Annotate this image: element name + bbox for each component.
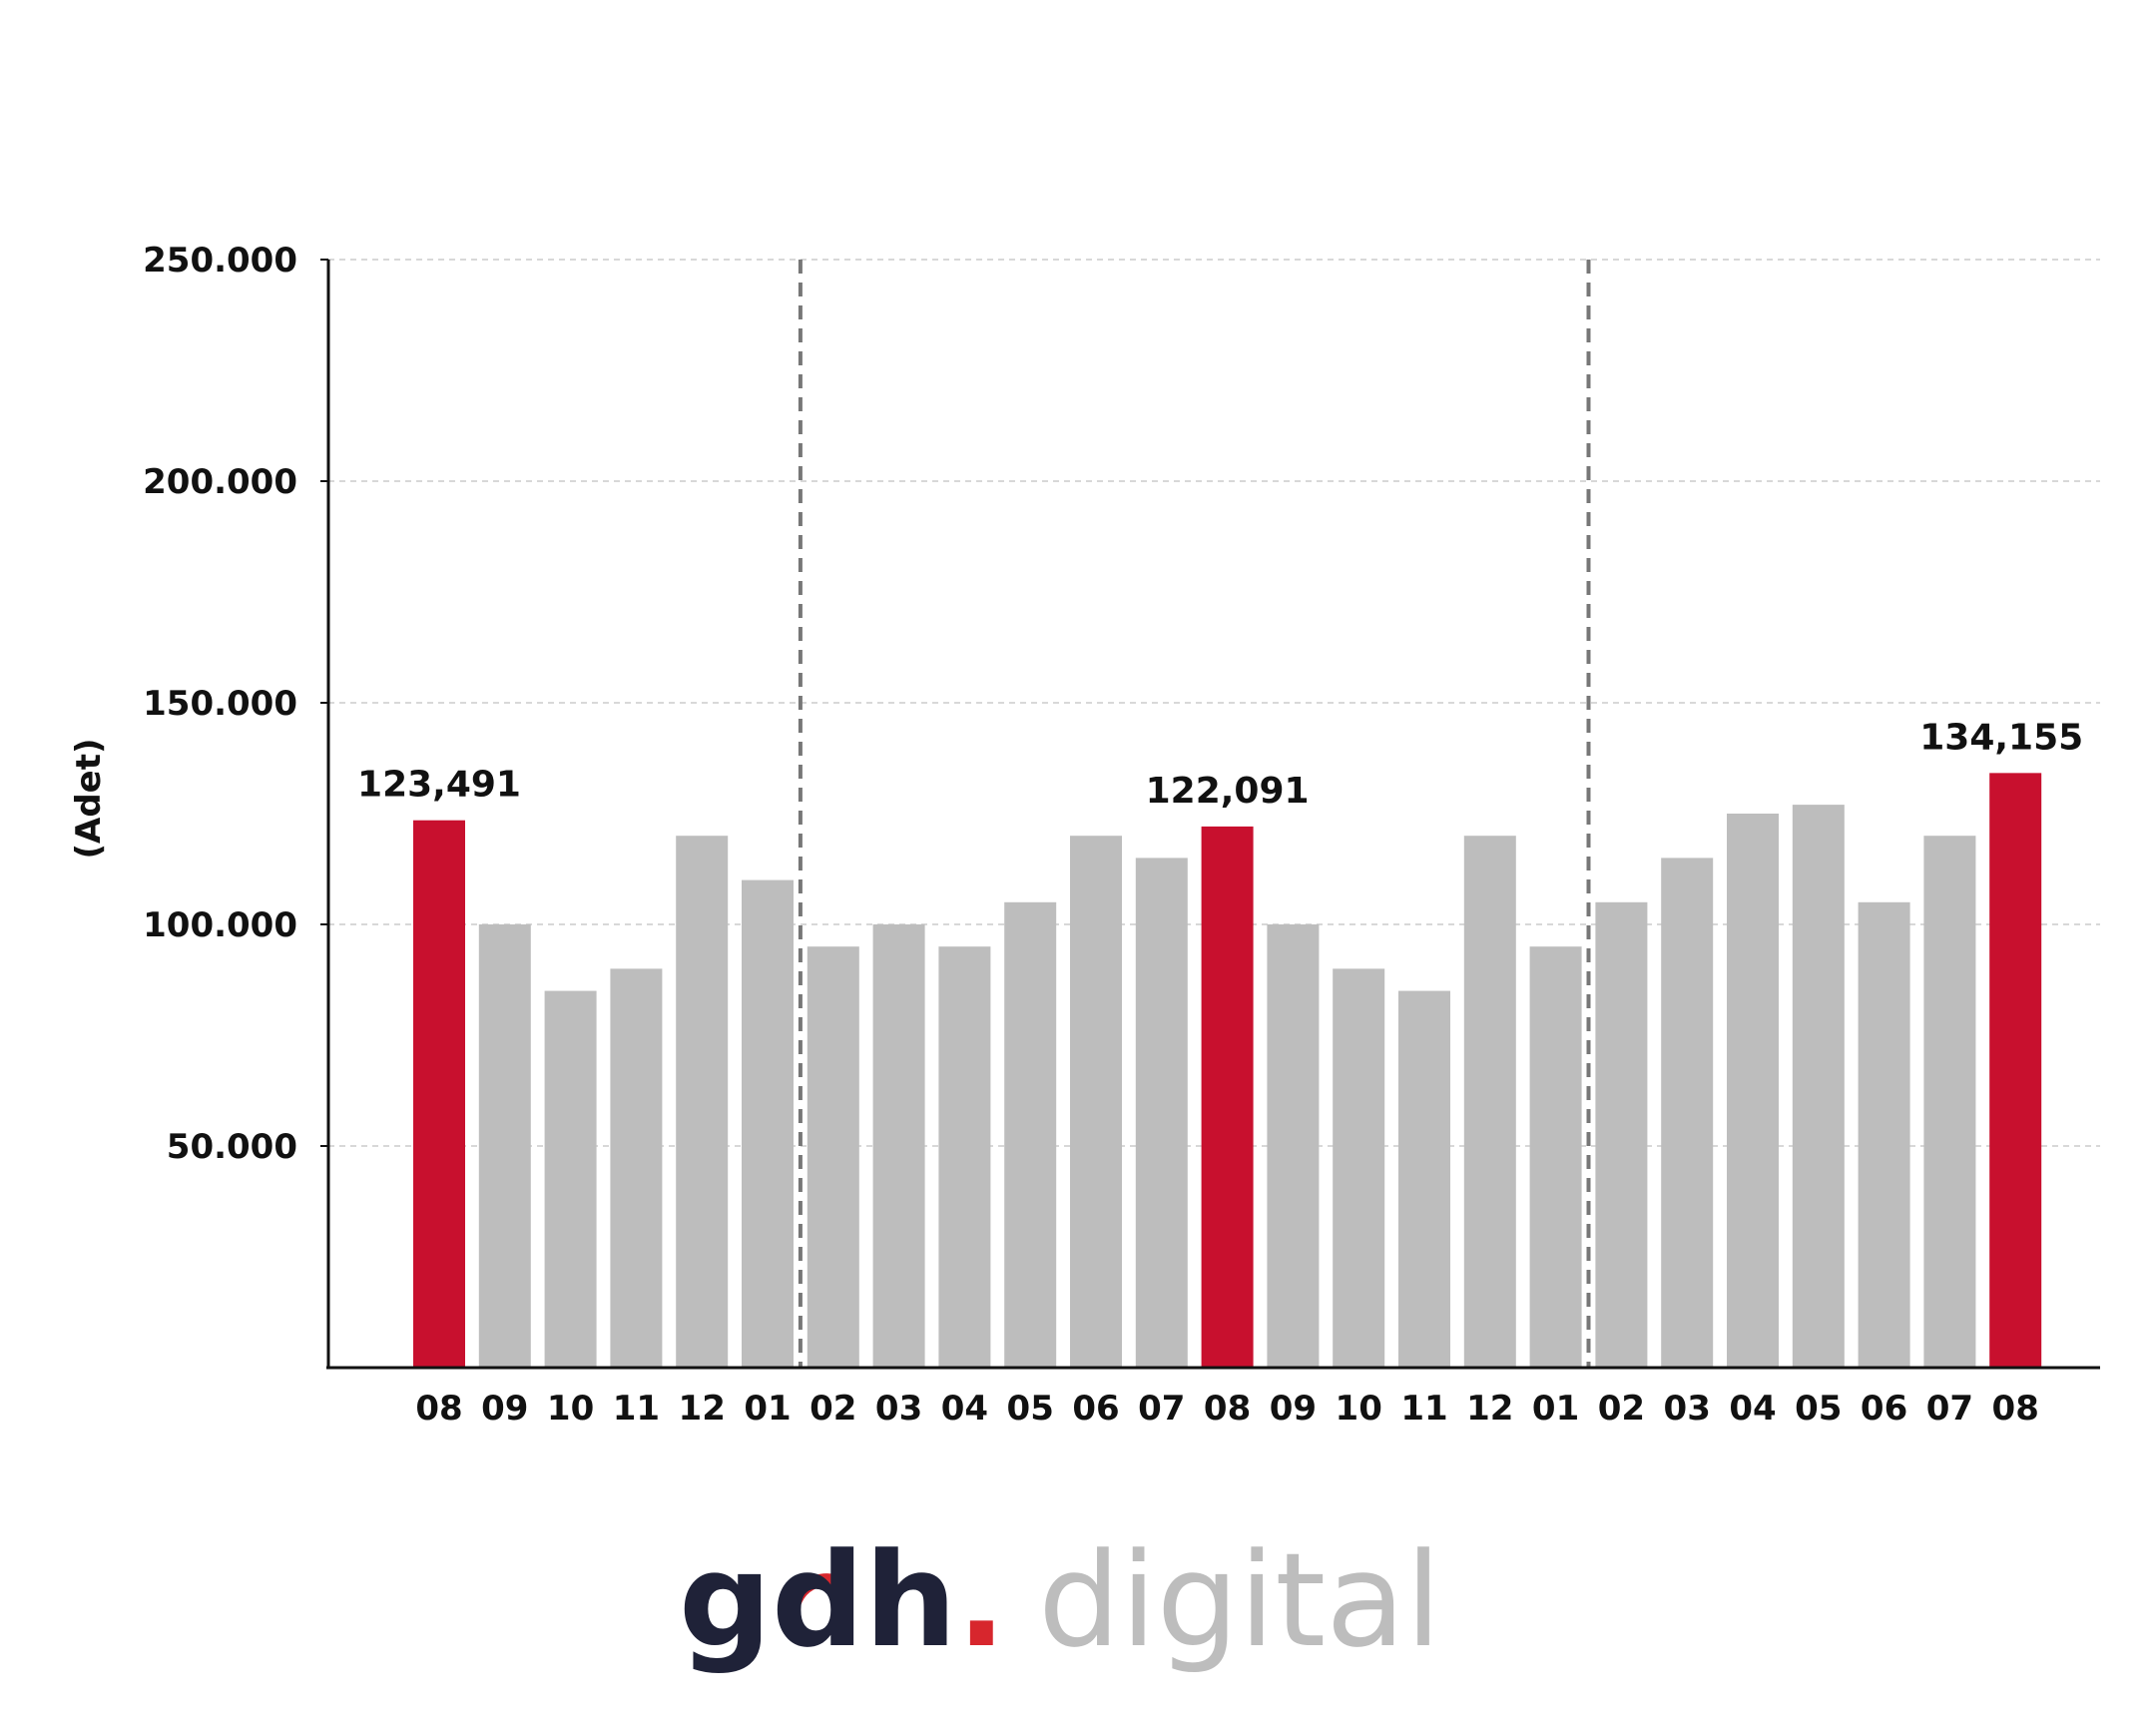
bar	[610, 968, 663, 1368]
x-tick-label: 05	[1795, 1389, 1842, 1429]
y-tick-label: 50.000	[167, 1127, 297, 1167]
x-tick-label: 02	[1598, 1389, 1645, 1429]
x-tick-label: 08	[415, 1389, 462, 1429]
bar	[1333, 968, 1385, 1368]
bar	[544, 990, 597, 1368]
x-tick-label: 01	[744, 1389, 791, 1429]
bar	[1792, 805, 1845, 1368]
y-tick-label: 200.000	[143, 462, 297, 502]
data-label: 123,491	[357, 765, 521, 806]
year-separators	[798, 260, 1591, 1368]
x-tick-label: 05	[1007, 1389, 1054, 1429]
bar	[1398, 990, 1450, 1368]
bar	[478, 924, 531, 1368]
x-tick-labels: 08 09 10 11 12 01 02 03 04 05 06 07 08 09 10 11 12 01 02 03…	[415, 1389, 2039, 1429]
x-tick-label: 06	[1861, 1389, 1907, 1429]
x-tick-label: 02	[809, 1389, 856, 1429]
x-tick-label: 10	[547, 1389, 594, 1429]
logo-dot: .	[957, 1524, 1006, 1676]
bar	[872, 924, 925, 1368]
bar	[807, 946, 859, 1368]
bar	[1070, 836, 1122, 1368]
bar	[1727, 814, 1779, 1368]
x-tick-label: 08	[1204, 1389, 1251, 1429]
x-tick-label: 04	[1729, 1389, 1776, 1429]
bar	[1463, 836, 1516, 1368]
x-tick-label: 03	[1664, 1389, 1711, 1429]
bar	[1661, 858, 1714, 1368]
data-label: 134,155	[1919, 717, 2083, 758]
y-tick-label: 100.000	[143, 905, 297, 945]
bar	[1923, 836, 1976, 1368]
bars	[413, 773, 2042, 1368]
logo-accent-arc	[786, 1573, 843, 1642]
data-label: 122,091	[1146, 771, 1310, 812]
y-tick-label: 150.000	[143, 684, 297, 724]
bar	[1004, 901, 1057, 1368]
x-tick-label: 12	[1466, 1389, 1513, 1429]
x-tick-label: 09	[1270, 1389, 1317, 1429]
bar	[1135, 858, 1188, 1368]
x-tick-label: 07	[1926, 1389, 1973, 1429]
bar	[1858, 901, 1910, 1368]
x-tick-label: 08	[1992, 1389, 2039, 1429]
x-tick-label: 07	[1138, 1389, 1185, 1429]
data-labels: 123,491 122,091 134,155	[357, 717, 2083, 812]
bar	[1267, 924, 1320, 1368]
x-tick-label: 11	[613, 1389, 660, 1429]
axes	[326, 260, 2100, 1370]
bar	[676, 836, 729, 1368]
bar-highlighted	[1201, 826, 1254, 1368]
x-tick-label: 03	[875, 1389, 922, 1429]
x-tick-label: 11	[1400, 1389, 1447, 1429]
y-tick-labels: 50.000 100.000 150.000 200.000 250.000	[143, 241, 297, 1167]
x-tick-label: 09	[481, 1389, 528, 1429]
svg-text:gdh.: gdh.	[679, 1524, 1006, 1676]
logo-text-gdh: gdh	[679, 1524, 957, 1676]
bar	[1595, 901, 1648, 1368]
bar-highlighted	[413, 820, 465, 1368]
x-tick-label: 04	[941, 1389, 988, 1429]
bar-highlighted	[1989, 773, 2042, 1368]
y-axis-label: (Adet)	[69, 738, 109, 859]
x-tick-label: 10	[1336, 1389, 1382, 1429]
logo-text-digital: digital	[1038, 1524, 1441, 1676]
y-tick-label: 250.000	[143, 241, 297, 281]
bar	[1529, 946, 1582, 1368]
x-tick-label: 12	[679, 1389, 726, 1429]
x-tick-label: 01	[1532, 1389, 1579, 1429]
bar	[938, 946, 991, 1368]
x-tick-label: 06	[1072, 1389, 1119, 1429]
bar	[742, 879, 794, 1368]
gdh-digital-logo: gdh. digital	[679, 1524, 1441, 1676]
